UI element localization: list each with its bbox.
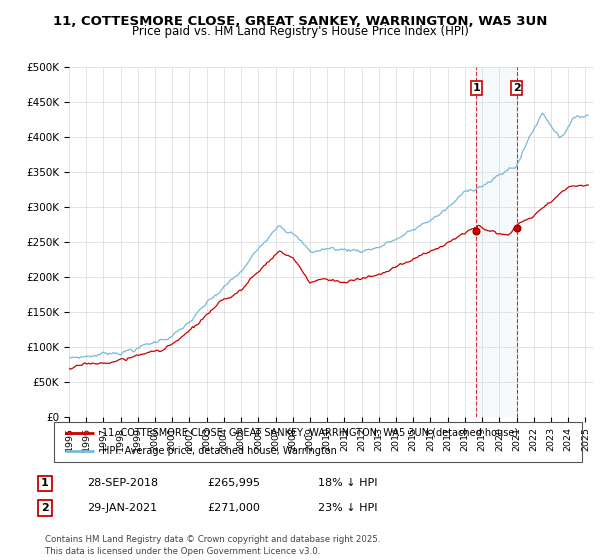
- Text: Contains HM Land Registry data © Crown copyright and database right 2025.
This d: Contains HM Land Registry data © Crown c…: [45, 535, 380, 556]
- Text: 1: 1: [473, 83, 480, 93]
- Text: 29-JAN-2021: 29-JAN-2021: [87, 503, 157, 513]
- Bar: [476, 67, 517, 417]
- Text: HPI: Average price, detached house, Warrington: HPI: Average price, detached house, Warr…: [101, 446, 337, 456]
- Text: £271,000: £271,000: [207, 503, 260, 513]
- Text: 18% ↓ HPI: 18% ↓ HPI: [318, 478, 377, 488]
- Text: Price paid vs. HM Land Registry's House Price Index (HPI): Price paid vs. HM Land Registry's House …: [131, 25, 469, 38]
- Text: 11, COTTESMORE CLOSE, GREAT SANKEY, WARRINGTON, WA5 3UN: 11, COTTESMORE CLOSE, GREAT SANKEY, WARR…: [53, 15, 547, 27]
- Text: 11, COTTESMORE CLOSE, GREAT SANKEY, WARRINGTON, WA5 3UN (detached house): 11, COTTESMORE CLOSE, GREAT SANKEY, WARR…: [101, 428, 518, 437]
- Text: 1: 1: [41, 478, 49, 488]
- Text: 2: 2: [512, 83, 520, 93]
- Text: 23% ↓ HPI: 23% ↓ HPI: [318, 503, 377, 513]
- Text: 28-SEP-2018: 28-SEP-2018: [87, 478, 158, 488]
- Text: £265,995: £265,995: [207, 478, 260, 488]
- Text: 2: 2: [41, 503, 49, 513]
